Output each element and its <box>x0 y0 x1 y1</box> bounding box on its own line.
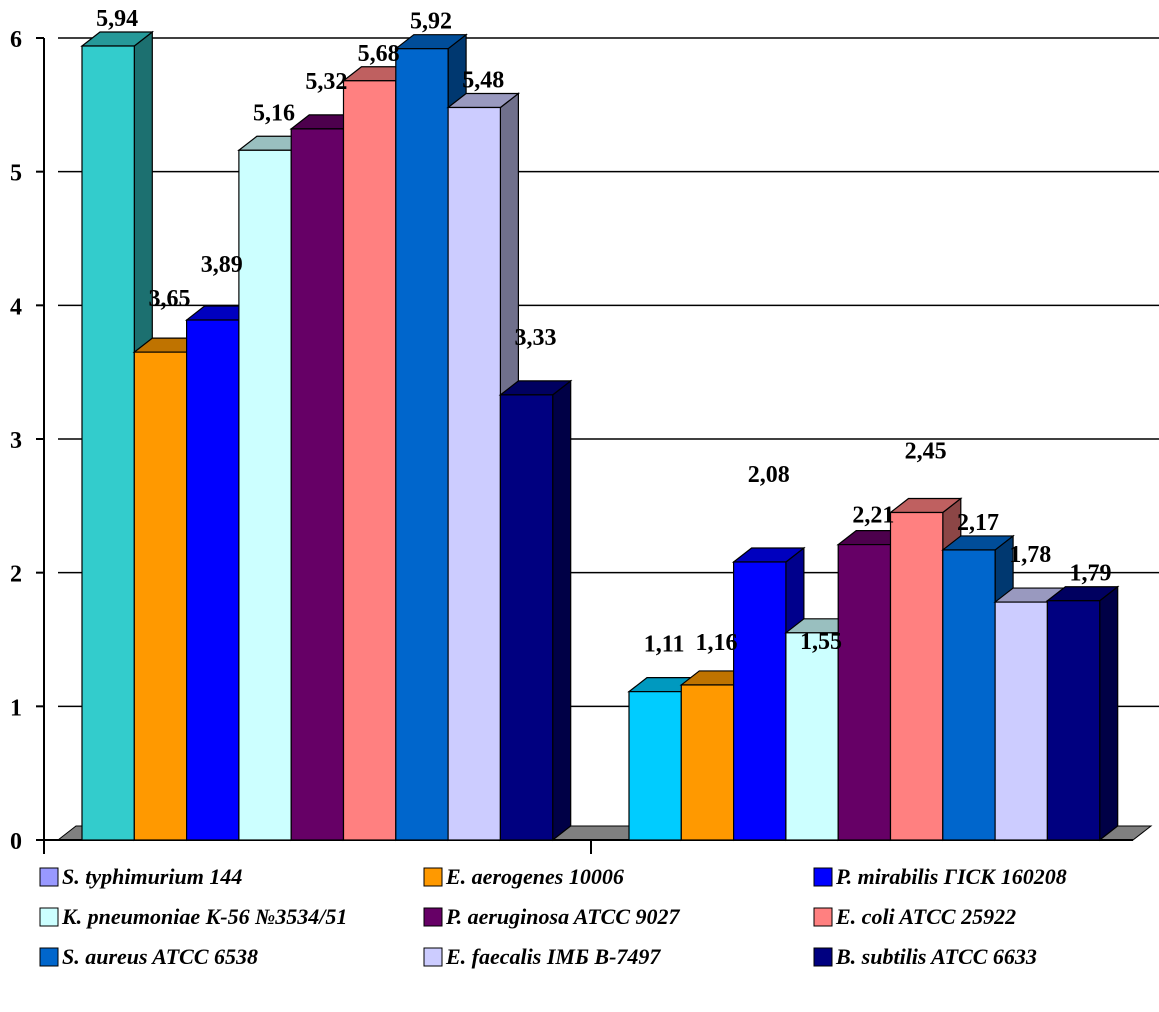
bar-front <box>342 80 397 841</box>
data-label: 1,55 <box>800 629 842 655</box>
data-label: 3,65 <box>148 286 190 312</box>
data-label: 2,45 <box>905 439 947 465</box>
legend-swatch <box>423 867 443 887</box>
legend-entry: E. faecalis IMБ B-7497 <box>423 944 661 969</box>
legend-label: E. aerogenes 10006 <box>445 864 624 889</box>
data-label: 2,21 <box>852 503 894 529</box>
legend-entry: P. mirabilis ГІСК 160208 <box>813 864 1067 889</box>
bar-front <box>994 601 1048 841</box>
legend-label: K. pneumoniae K-56 №3534/51 <box>61 904 347 929</box>
bar-front <box>81 45 135 841</box>
data-label: 2,08 <box>748 462 790 488</box>
y-tick-label: 2 <box>10 562 22 588</box>
y-tick-label: 6 <box>10 27 22 53</box>
legend-label: B. subtilis ATCC 6633 <box>835 944 1037 969</box>
data-label: 5,48 <box>462 68 504 94</box>
data-label: 5,32 <box>305 69 347 95</box>
legend-swatch <box>813 947 833 967</box>
data-label: 2,17 <box>957 510 999 536</box>
legend-entry: B. subtilis ATCC 6633 <box>813 944 1037 969</box>
legend-entry: S. aureus ATCC 6538 <box>39 944 258 969</box>
y-tick-label: 0 <box>10 829 22 855</box>
bar-front <box>290 128 345 841</box>
legend-swatch <box>423 947 443 967</box>
data-label: 3,89 <box>201 252 243 278</box>
legend: S. typhimurium 144 E. aerogenes 10006 P. m… <box>39 864 1067 969</box>
data-label: 1,16 <box>695 630 737 656</box>
legend-label: E. coli ATCC 25922 <box>835 904 1016 929</box>
data-labels: 5,94 3,65 3,89 5,16 5,32 5,68 5,92 5,48 3,33 1,11… <box>96 6 1111 658</box>
bar <box>1045 585 1120 842</box>
legend-label: E. faecalis IMБ B-7497 <box>445 944 661 969</box>
y-tick-label: 3 <box>10 428 22 454</box>
bar-front <box>785 632 839 841</box>
legend-swatch <box>39 907 59 927</box>
y-tick-label: 5 <box>10 161 22 187</box>
legend-swatch <box>39 947 59 967</box>
legend-entry: E. aerogenes 10006 <box>423 864 624 889</box>
data-label: 3,33 <box>515 325 557 351</box>
bar-front <box>837 543 892 841</box>
legend-entry: K. pneumoniae K-56 №3534/51 <box>39 904 347 929</box>
data-label: 5,16 <box>253 100 295 126</box>
bar-front <box>499 394 554 841</box>
bar-front <box>238 149 292 841</box>
data-label: 5,92 <box>410 9 452 35</box>
data-label: 1,78 <box>1009 542 1051 568</box>
bar-side <box>552 379 572 842</box>
bar-front <box>395 48 449 841</box>
legend-swatch <box>39 867 59 887</box>
data-label: 5,68 <box>358 41 400 67</box>
legend-label: P. mirabilis ГІСК 160208 <box>835 864 1067 889</box>
bar-side <box>1099 585 1119 842</box>
bar <box>498 379 573 842</box>
legend-swatch <box>813 867 833 887</box>
legend-label: P. aeruginosa ATCC 9027 <box>445 904 681 929</box>
bar-front <box>628 691 682 841</box>
legend-swatch <box>423 907 443 927</box>
bar-front <box>889 511 944 841</box>
bar-front <box>1046 600 1101 841</box>
bar-front <box>447 106 502 841</box>
legend-entry: P. aeruginosa ATCC 9027 <box>423 904 681 929</box>
legend-label: S. aureus ATCC 6538 <box>62 944 258 969</box>
bar-front <box>732 561 787 841</box>
bars <box>80 30 1120 842</box>
y-tick-label: 4 <box>10 294 22 320</box>
data-label: 5,94 <box>96 6 138 32</box>
legend-swatch <box>813 907 833 927</box>
data-label: 1,79 <box>1070 561 1112 587</box>
bar-front <box>680 684 735 841</box>
bar-front <box>133 351 188 841</box>
data-label: 1,11 <box>644 632 685 658</box>
bar-front <box>186 319 240 841</box>
y-tick-label: 1 <box>10 695 22 721</box>
legend-entry: S. typhimurium 144 <box>39 864 242 889</box>
bar-front <box>942 549 996 841</box>
legend-entry: E. coli ATCC 25922 <box>813 904 1016 929</box>
legend-label: S. typhimurium 144 <box>62 864 242 889</box>
